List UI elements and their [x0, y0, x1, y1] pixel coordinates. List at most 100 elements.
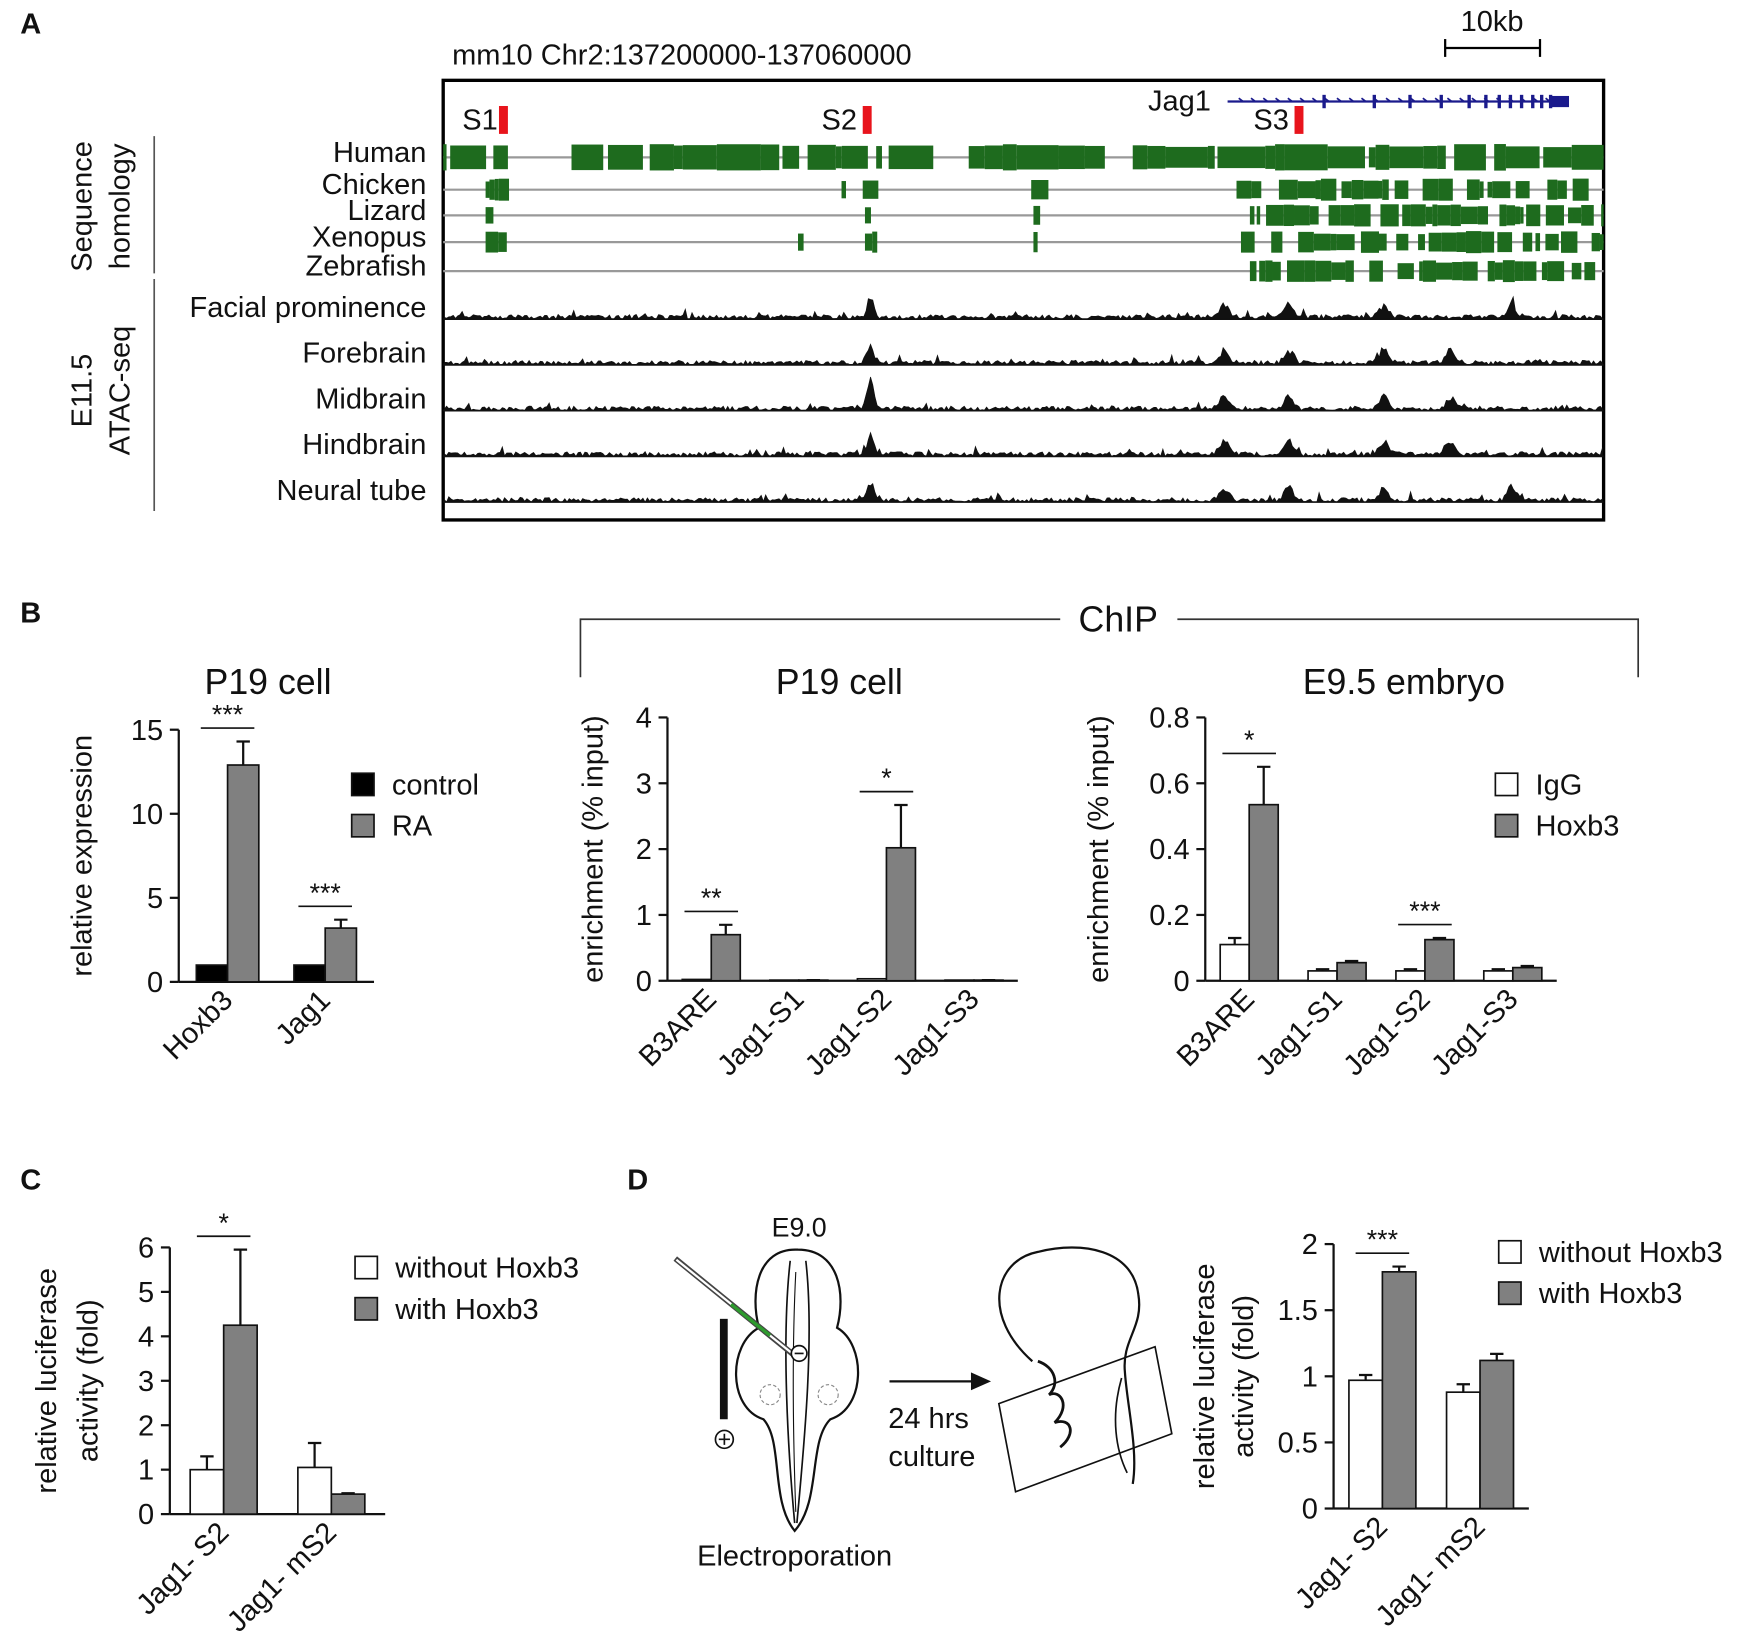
homology-block: [1165, 146, 1208, 168]
homology-block: [1499, 204, 1507, 227]
bar: [1511, 966, 1543, 982]
track-label: Xenopus: [312, 222, 427, 254]
error-bar: [1432, 936, 1447, 940]
homology-block: [1309, 206, 1319, 225]
coordinates: mm10 Chr2:137200000-137060000: [452, 40, 912, 72]
homology-block: [1547, 261, 1565, 282]
arrow-head: [970, 1372, 992, 1391]
error-bar: [1257, 765, 1271, 805]
homology-block: [1283, 204, 1295, 227]
homology-block: [1419, 261, 1423, 281]
y-tick-label: 2: [1302, 1229, 1318, 1261]
homology-block: [862, 180, 879, 199]
homology-block: [1492, 181, 1511, 199]
track-label: Forebrain: [302, 338, 426, 370]
x-tick-label: Hoxb3: [157, 984, 239, 1066]
homology-block: [1265, 260, 1273, 282]
homology-block: [1543, 147, 1572, 168]
gene-tick: [1397, 97, 1404, 103]
x-tick-label: Jag1-S2: [1338, 983, 1437, 1082]
arrow-label: 24 hrs: [888, 1403, 969, 1435]
panel-label: C: [20, 1164, 41, 1196]
embryo-outline: [734, 1248, 860, 1533]
homology-block: [1436, 262, 1453, 280]
homology-block: [1515, 206, 1521, 225]
gene-tick: [1422, 97, 1428, 103]
embryo-side: [998, 1246, 1141, 1485]
bar: [1248, 803, 1280, 982]
homology-block: [1397, 263, 1414, 280]
homology-block: [1494, 262, 1503, 280]
homology-block: [673, 145, 683, 170]
site-marker: [498, 105, 508, 134]
homology-block: [1266, 204, 1284, 226]
x-tick-label: Jag1-S1: [711, 983, 810, 1082]
gene-tick: [1360, 97, 1367, 103]
gene-tick: [1299, 97, 1306, 103]
homology-block: [1506, 205, 1516, 226]
exon: [1372, 94, 1376, 109]
homology-block: [1315, 180, 1321, 200]
group-label: Sequence: [67, 141, 99, 272]
group-label: homology: [105, 143, 137, 269]
bar: [189, 1468, 225, 1515]
y-tick-label: 1: [1302, 1361, 1318, 1393]
homology-block: [450, 145, 487, 170]
y-axis-label: enrichment (% input): [1083, 715, 1115, 983]
group-label: ATAC-seq: [105, 326, 137, 455]
homology-block: [1249, 261, 1257, 282]
track-label: Zebrafish: [306, 251, 427, 283]
exon: [1519, 94, 1524, 109]
y-tick-label: 3: [636, 768, 652, 800]
legend-label: control: [392, 769, 479, 801]
track-label: Neural tube: [277, 475, 427, 507]
homology-block: [1520, 207, 1524, 224]
y-tick-label: 10: [131, 799, 163, 831]
gene-tick: [1459, 97, 1465, 103]
error-bar: [1392, 1265, 1406, 1272]
gene-tick: [1311, 97, 1318, 103]
otic-vesicle: [759, 1384, 781, 1406]
homology-block: [1561, 231, 1578, 253]
gene-tick: [1287, 97, 1293, 103]
homology-block: [1466, 179, 1480, 200]
homology-block: [1425, 206, 1433, 224]
homology-block: [1515, 181, 1530, 199]
chart-title: E9.5 embryo: [1303, 662, 1505, 702]
homology-block: [1132, 145, 1148, 170]
homology-block: [835, 146, 842, 169]
error-bar: [236, 740, 250, 766]
culture-box: [997, 1345, 1173, 1493]
homology-block: [1568, 207, 1582, 224]
exon: [1484, 94, 1488, 109]
bar: [710, 933, 742, 982]
homology-block: [1275, 144, 1285, 171]
homology-block: [888, 145, 934, 170]
homology-block: [1394, 180, 1409, 199]
homology-block: [571, 144, 604, 171]
neural-tube: [785, 1260, 810, 1524]
homology-block: [1571, 262, 1582, 280]
homology-block: [864, 207, 871, 224]
site-marker: [862, 105, 872, 134]
scale-label: 10kb: [1461, 6, 1524, 38]
homology-block: [1336, 234, 1355, 251]
gene-tick: [1385, 97, 1391, 103]
gene-tick: [1238, 97, 1244, 103]
track-label: Chicken: [322, 169, 427, 201]
bar: [1219, 943, 1251, 982]
homology-block: [1541, 262, 1548, 281]
legend-swatch: [1497, 1239, 1522, 1264]
legend-label: RA: [392, 811, 433, 843]
homology-block: [1382, 179, 1389, 200]
y-tick-label: 0.5: [1278, 1427, 1318, 1459]
bar: [944, 979, 975, 982]
homology-block: [494, 178, 499, 201]
plus-sign: [718, 1433, 730, 1445]
homology-block: [1368, 147, 1376, 168]
homology-block: [489, 179, 495, 200]
error-bar: [334, 918, 348, 929]
homology-block: [1251, 181, 1262, 199]
homology-block: [841, 181, 846, 199]
